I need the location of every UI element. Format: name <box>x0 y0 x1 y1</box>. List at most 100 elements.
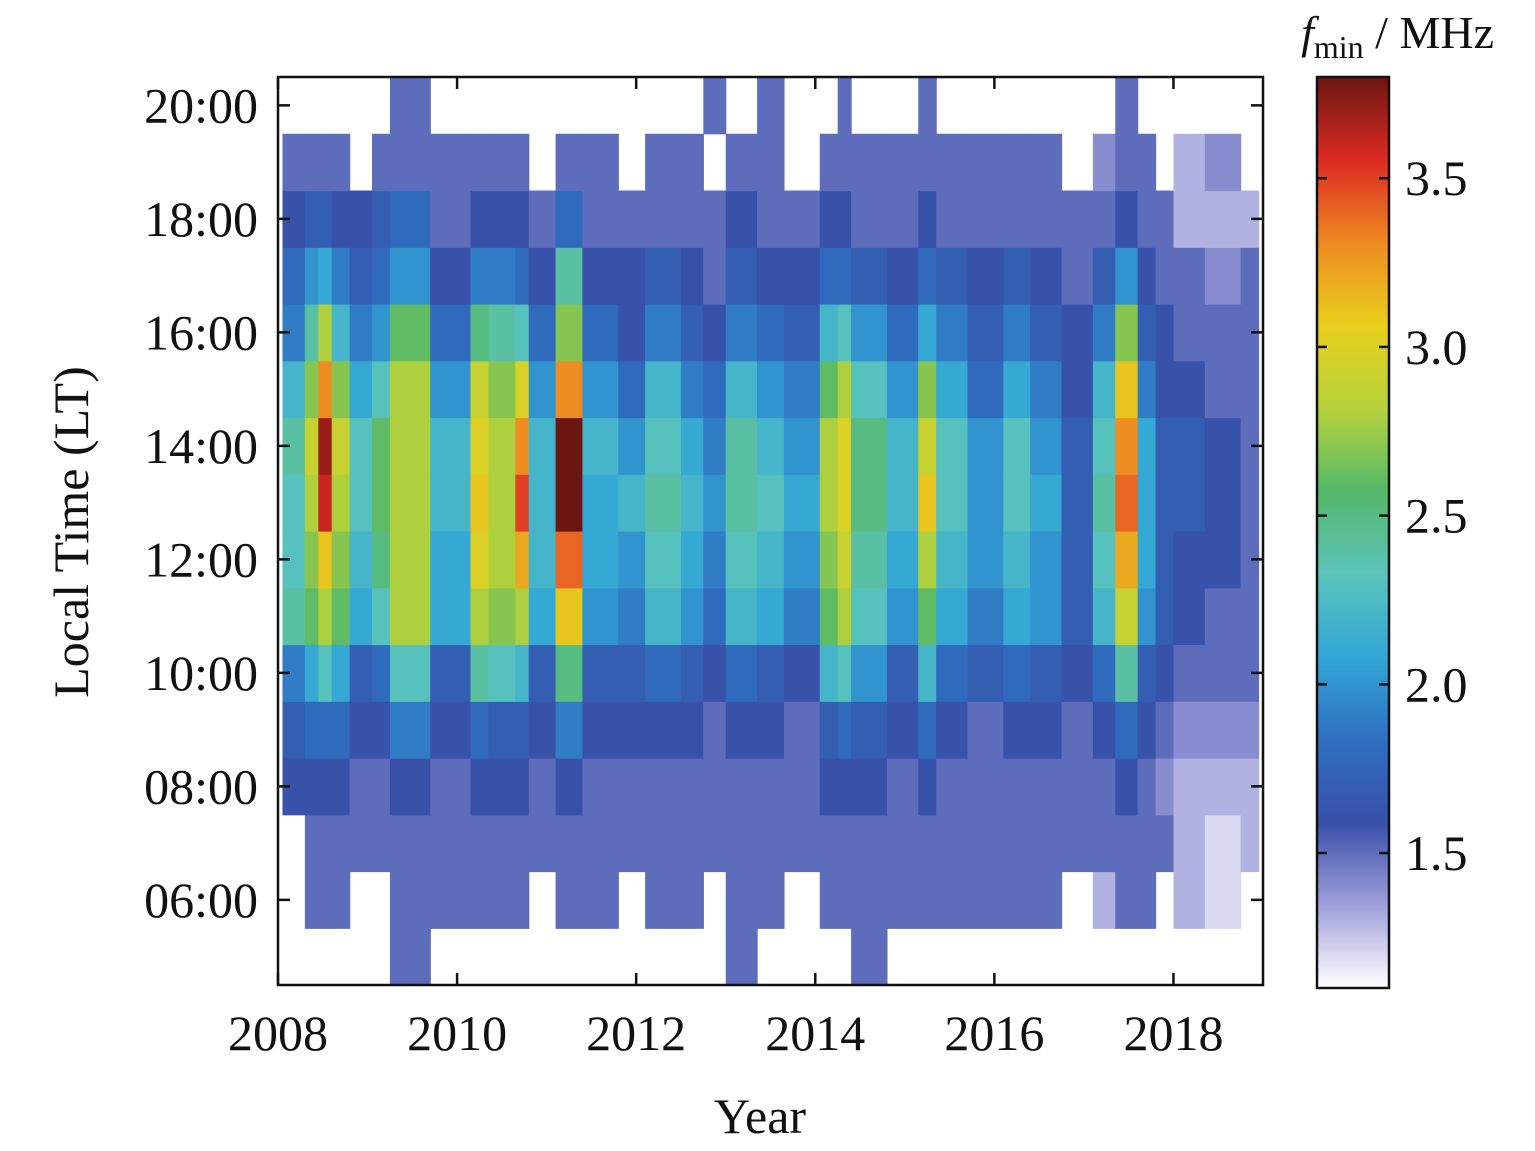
heatmap-cell <box>783 417 821 475</box>
heatmap-cell <box>680 133 704 192</box>
heatmap-cell <box>757 360 785 419</box>
heatmap-cell <box>349 587 373 646</box>
heatmap-cell <box>680 587 704 646</box>
heatmap-cell <box>1155 814 1175 873</box>
heatmap-cell <box>837 77 852 135</box>
heatmap-cell <box>783 587 821 646</box>
heatmap-cell <box>1155 758 1175 816</box>
heatmap-cell <box>430 758 472 816</box>
heatmap-cell <box>1155 587 1175 646</box>
heatmap-cell <box>703 417 727 475</box>
heatmap-cell <box>757 758 785 816</box>
heatmap-cell <box>918 190 937 248</box>
heatmap-cell <box>470 531 490 589</box>
heatmap-cell <box>837 190 852 248</box>
heatmap-cell <box>282 701 306 759</box>
heatmap-cell <box>851 531 888 589</box>
heatmap-cell <box>331 701 351 759</box>
heatmap-cell <box>1173 531 1206 589</box>
heatmap-cell <box>488 644 516 702</box>
heatmap-cell <box>372 133 391 192</box>
heatmap-cell <box>331 247 351 305</box>
heatmap-cell <box>819 474 839 532</box>
heatmap-cell <box>1240 587 1260 646</box>
heatmap-cell <box>783 701 821 759</box>
heatmap-cell <box>757 871 785 929</box>
heatmap-cell <box>967 474 1004 532</box>
heatmap-cell <box>528 474 557 532</box>
heatmap-cell <box>1137 133 1157 192</box>
heatmap-cell <box>515 304 530 362</box>
heatmap-cell <box>389 417 431 475</box>
heatmap-cell <box>703 531 727 589</box>
heatmap-cell <box>389 814 431 873</box>
heatmap-cell <box>1204 304 1242 362</box>
heatmap-cell <box>372 247 391 305</box>
heatmap-cell <box>1003 304 1031 362</box>
heatmap-cell <box>886 644 919 702</box>
heatmap-cell <box>725 871 758 929</box>
heatmap-cell <box>851 644 888 702</box>
heatmap-cell <box>851 304 888 362</box>
heatmap-cell <box>1137 758 1157 816</box>
heatmap-cell <box>430 247 472 305</box>
heatmap-cell <box>470 758 490 816</box>
heatmap-cell <box>582 758 619 816</box>
heatmap-cell <box>851 587 888 646</box>
heatmap-cell <box>389 871 431 929</box>
x-tick-label: 2018 <box>1123 1005 1223 1061</box>
heatmap-cell <box>725 701 758 759</box>
heatmap-cell <box>528 304 557 362</box>
heatmap-cell <box>819 190 839 248</box>
heatmap-cell <box>349 701 373 759</box>
heatmap-cell <box>389 474 431 532</box>
heatmap-cell <box>582 417 619 475</box>
heatmap-cell <box>1061 587 1094 646</box>
heatmap-cell <box>703 587 727 646</box>
heatmap-cell <box>918 360 937 419</box>
heatmap-cell <box>1155 701 1175 759</box>
heatmap-cell <box>680 190 704 248</box>
heatmap-cell <box>645 587 682 646</box>
heatmap-cell <box>331 531 351 589</box>
heatmap-cell <box>1173 758 1206 816</box>
heatmap-cell <box>1030 190 1063 248</box>
heatmap-cell <box>282 417 306 475</box>
heatmap-cell <box>470 360 490 419</box>
heatmap-cell <box>725 304 758 362</box>
heatmap-cell <box>1115 644 1139 702</box>
heatmap-cell <box>936 587 969 646</box>
heatmap-cell <box>528 417 557 475</box>
heatmap-cell <box>318 417 333 475</box>
heatmap-cell <box>304 417 319 475</box>
heatmap-cell <box>304 587 319 646</box>
heatmap-cell <box>851 474 888 532</box>
heatmap-cell <box>488 531 516 589</box>
heatmap-cell <box>1155 247 1175 305</box>
heatmap-cell <box>1115 133 1139 192</box>
heatmap-cell <box>967 644 1004 702</box>
heatmap-cell <box>331 814 351 873</box>
heatmap-cell <box>555 133 584 192</box>
heatmap-cell <box>837 304 852 362</box>
heatmap-cell <box>967 417 1004 475</box>
y-tick-label: 18:00 <box>144 191 258 247</box>
heatmap-cell <box>757 644 785 702</box>
heatmap-cell <box>886 531 919 589</box>
heatmap-cell <box>1061 417 1094 475</box>
heatmap-cell <box>618 360 646 419</box>
heatmap-cell <box>470 190 490 248</box>
heatmap-cell <box>757 417 785 475</box>
heatmap-cell <box>851 360 888 419</box>
heatmap-cell <box>1204 474 1242 532</box>
heatmap-cell <box>318 360 333 419</box>
heatmap-cell <box>304 531 319 589</box>
heatmap-cell <box>582 304 619 362</box>
heatmap-cell <box>725 417 758 475</box>
heatmap-cell <box>936 190 969 248</box>
heatmap-cell <box>757 77 785 135</box>
heatmap-cell <box>645 701 682 759</box>
heatmap-cell <box>819 531 839 589</box>
heatmap-cell <box>725 758 758 816</box>
heatmap-cell <box>1204 701 1242 759</box>
